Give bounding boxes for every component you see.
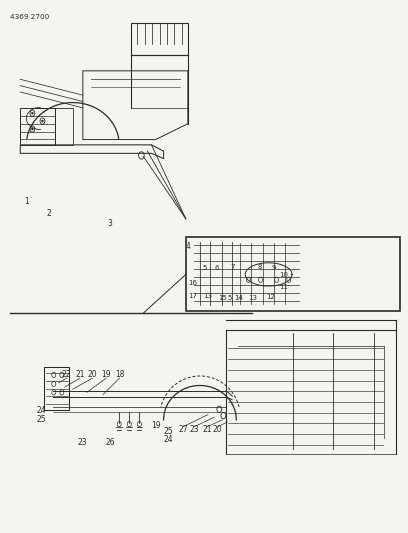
Text: 9: 9 xyxy=(271,264,276,271)
Text: 24: 24 xyxy=(37,406,47,415)
Text: 18: 18 xyxy=(115,370,124,379)
Text: 13: 13 xyxy=(204,293,213,298)
Bar xyxy=(186,237,400,311)
Text: 24: 24 xyxy=(164,435,173,445)
Circle shape xyxy=(42,120,43,122)
Bar xyxy=(44,367,69,410)
Text: 5: 5 xyxy=(203,264,207,271)
Text: 26: 26 xyxy=(106,438,115,447)
Text: 25: 25 xyxy=(37,415,47,424)
Text: 11: 11 xyxy=(279,284,288,289)
Circle shape xyxy=(31,112,33,114)
Text: 5: 5 xyxy=(227,295,232,301)
Text: 1: 1 xyxy=(24,198,29,206)
Text: 8: 8 xyxy=(257,263,262,270)
Text: 3: 3 xyxy=(108,219,113,228)
Text: 15: 15 xyxy=(218,295,226,301)
Text: 19: 19 xyxy=(151,421,160,430)
Text: 12: 12 xyxy=(266,294,275,300)
Text: 22: 22 xyxy=(62,370,71,379)
Text: 17: 17 xyxy=(188,293,197,298)
Text: 23: 23 xyxy=(189,425,199,434)
Text: 4: 4 xyxy=(185,243,190,252)
Text: 10: 10 xyxy=(279,272,288,278)
Text: 16: 16 xyxy=(188,280,197,286)
Text: 4369 2700: 4369 2700 xyxy=(10,14,49,20)
Text: 2: 2 xyxy=(46,209,51,218)
Text: 27: 27 xyxy=(178,425,188,434)
Text: 20: 20 xyxy=(213,425,222,434)
Text: 21: 21 xyxy=(202,425,212,434)
Text: 7: 7 xyxy=(231,263,235,270)
Text: 14: 14 xyxy=(234,295,243,301)
Circle shape xyxy=(31,128,33,130)
Text: 6: 6 xyxy=(215,264,219,271)
Text: 23: 23 xyxy=(77,438,87,447)
Text: 13: 13 xyxy=(248,295,257,301)
Text: 21: 21 xyxy=(75,370,85,379)
Text: 20: 20 xyxy=(88,370,98,379)
Text: 19: 19 xyxy=(102,370,111,379)
Text: 25: 25 xyxy=(164,427,173,436)
